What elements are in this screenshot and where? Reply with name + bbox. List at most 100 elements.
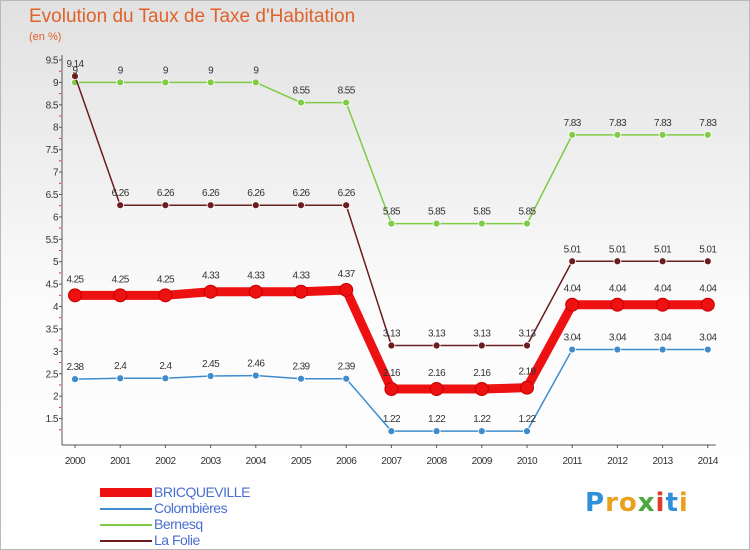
data-point-bernesq[interactable]	[251, 78, 260, 87]
data-label-bricqueville: 4.33	[292, 271, 310, 282]
data-label-colombieres: 3.04	[654, 333, 672, 344]
data-label-la-folie: 3.13	[518, 329, 536, 340]
data-point-la-folie[interactable]	[161, 201, 170, 210]
legend-item-bricqueville[interactable]: BRICQUEVILLE	[100, 485, 250, 499]
data-point-colombieres[interactable]	[297, 374, 305, 383]
data-point-bernesq[interactable]	[297, 98, 305, 107]
data-label-bernesq: 9	[118, 65, 124, 76]
legend-item-colombieres[interactable]: Colombières	[100, 501, 250, 515]
data-point-la-folie[interactable]	[116, 201, 125, 210]
data-point-colombieres[interactable]	[432, 427, 441, 436]
data-point-colombieres[interactable]	[161, 374, 170, 383]
data-point-colombieres[interactable]	[613, 345, 622, 354]
logo-letter: t	[665, 488, 679, 518]
data-point-colombieres[interactable]	[342, 374, 351, 383]
data-point-bricqueville[interactable]	[203, 284, 218, 299]
data-point-la-folie[interactable]	[432, 341, 441, 350]
data-point-bricqueville[interactable]	[474, 382, 489, 397]
data-point-la-folie[interactable]	[523, 341, 531, 350]
data-point-colombieres[interactable]	[658, 345, 667, 354]
data-point-colombieres[interactable]	[206, 372, 215, 380]
data-label-colombieres: 3.04	[609, 333, 627, 344]
data-point-colombieres[interactable]	[703, 345, 712, 354]
data-label-bricqueville: 4.33	[247, 271, 265, 282]
data-point-colombieres[interactable]	[523, 427, 531, 436]
data-label-la-folie: 5.01	[699, 244, 717, 255]
y-tick-label: 5.5	[46, 235, 59, 246]
data-point-la-folie[interactable]	[387, 341, 396, 350]
data-point-colombieres[interactable]	[477, 427, 486, 436]
data-point-bricqueville[interactable]	[610, 297, 625, 312]
data-label-bricqueville: 4.04	[564, 284, 582, 295]
data-point-bernesq[interactable]	[342, 98, 351, 107]
data-label-bernesq: 7.83	[609, 118, 627, 129]
data-point-bernesq[interactable]	[161, 78, 170, 87]
data-label-colombieres: 1.22	[383, 414, 401, 425]
legend-label: Bernesq	[154, 516, 203, 532]
data-label-colombieres: 2.38	[66, 362, 84, 373]
y-tick-label: 5	[53, 257, 59, 268]
legend-item-la-folie[interactable]: La Folie	[100, 532, 250, 548]
data-point-bricqueville[interactable]	[248, 284, 263, 299]
data-point-bernesq[interactable]	[477, 219, 486, 228]
data-point-la-folie[interactable]	[297, 201, 305, 210]
data-point-la-folie[interactable]	[71, 72, 79, 81]
data-point-bernesq[interactable]	[568, 130, 577, 139]
data-point-bricqueville[interactable]	[429, 382, 444, 397]
y-tick-label: 4.5	[46, 280, 59, 291]
x-tick-label: 2007	[381, 456, 402, 467]
data-label-bricqueville: 2.19	[518, 367, 536, 378]
data-label-bernesq: 7.83	[699, 118, 717, 129]
legend-swatch	[100, 488, 152, 497]
data-label-bernesq: 9	[163, 65, 169, 76]
legend-item-bernesq[interactable]: Bernesq	[100, 516, 250, 532]
data-label-bricqueville: 4.04	[699, 284, 717, 295]
data-label-bernesq: 8.55	[338, 86, 356, 97]
data-point-bricqueville[interactable]	[339, 282, 354, 297]
data-label-la-folie: 6.26	[292, 188, 310, 199]
data-point-la-folie[interactable]	[568, 257, 577, 266]
data-point-colombieres[interactable]	[71, 375, 79, 384]
y-tick-label: 8.5	[46, 100, 59, 111]
data-label-bernesq: 5.85	[383, 207, 401, 218]
data-point-bricqueville[interactable]	[520, 380, 534, 395]
data-point-bricqueville[interactable]	[655, 297, 670, 312]
data-point-colombieres[interactable]	[387, 427, 396, 436]
y-tick-label: 6.5	[46, 190, 59, 201]
data-point-la-folie[interactable]	[703, 257, 712, 266]
data-point-bernesq[interactable]	[116, 78, 125, 87]
series-line-bernesq	[75, 81, 708, 225]
data-point-colombieres[interactable]	[251, 371, 260, 380]
data-point-bernesq[interactable]	[432, 219, 441, 228]
legend-label: La Folie	[154, 532, 200, 548]
data-point-la-folie[interactable]	[658, 257, 667, 266]
logo-letter: o	[618, 488, 638, 518]
data-point-bricqueville[interactable]	[158, 288, 173, 303]
data-point-bernesq[interactable]	[658, 130, 667, 139]
data-point-la-folie[interactable]	[342, 201, 351, 210]
data-point-bernesq[interactable]	[523, 219, 531, 228]
data-point-bricqueville[interactable]	[294, 284, 308, 299]
data-label-bernesq: 5.85	[518, 207, 536, 218]
data-point-bernesq[interactable]	[206, 78, 215, 87]
data-point-la-folie[interactable]	[477, 341, 486, 350]
data-point-la-folie[interactable]	[206, 201, 215, 210]
data-label-la-folie: 5.01	[564, 244, 582, 255]
data-point-bricqueville[interactable]	[700, 297, 715, 312]
data-point-colombieres[interactable]	[568, 345, 577, 354]
data-point-bernesq[interactable]	[703, 130, 712, 139]
data-label-la-folie: 6.26	[157, 188, 175, 199]
data-label-colombieres: 2.45	[202, 359, 220, 370]
data-point-bernesq[interactable]	[613, 130, 622, 139]
data-point-bricqueville[interactable]	[384, 382, 399, 397]
data-point-la-folie[interactable]	[613, 257, 622, 266]
data-point-bricqueville[interactable]	[113, 288, 128, 303]
data-point-bricqueville[interactable]	[565, 297, 580, 312]
data-point-colombieres[interactable]	[116, 374, 125, 383]
data-point-la-folie[interactable]	[251, 201, 260, 210]
legend-swatch	[100, 523, 152, 526]
data-point-bricqueville[interactable]	[68, 288, 82, 303]
data-point-bernesq[interactable]	[387, 219, 396, 228]
